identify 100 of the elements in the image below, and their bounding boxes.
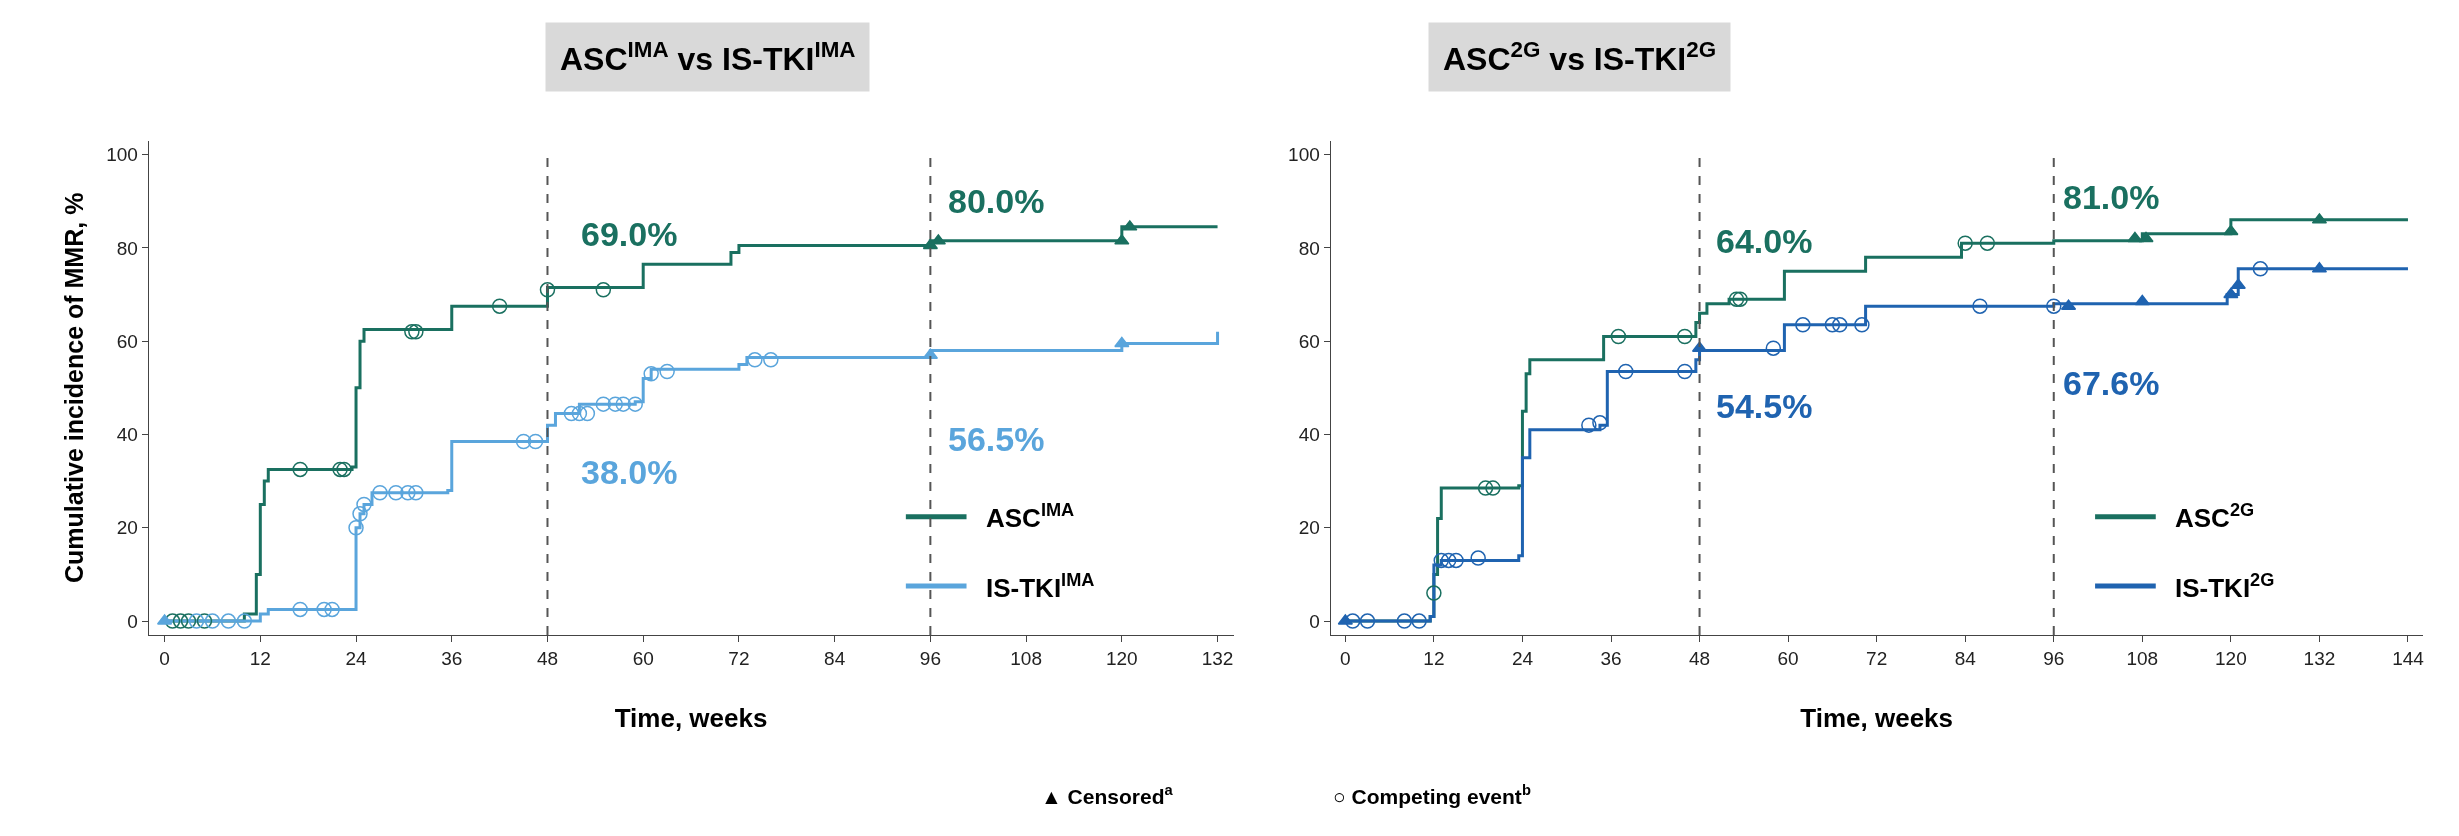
annotation: 80.0% <box>948 182 1045 220</box>
y-axis-title: Cumulative incidence of MMR, % <box>59 192 88 583</box>
point <box>2223 287 2239 299</box>
y-tick-label: 80 <box>1298 237 1320 259</box>
point <box>595 396 612 412</box>
x-tick-label: 84 <box>1954 647 1977 669</box>
y-tick-label: 20 <box>116 517 138 539</box>
x-tick-label: 132 <box>2303 647 2336 669</box>
legend-label: ASC$^{2G}$ <box>2175 500 2255 533</box>
point <box>372 485 388 501</box>
point <box>1440 552 1457 569</box>
point <box>400 485 416 501</box>
x-tick-label: 72 <box>728 647 750 669</box>
point <box>188 613 205 629</box>
x-tick-label: 96 <box>919 647 941 669</box>
point <box>2252 261 2269 277</box>
point <box>1979 235 1996 251</box>
point <box>408 324 424 340</box>
annotation: 67.6% <box>2063 364 2160 402</box>
point <box>316 601 332 618</box>
point <box>332 461 348 478</box>
point <box>356 496 372 513</box>
y-tick-label: 100 <box>106 144 138 166</box>
point <box>1795 317 1811 333</box>
y-tick-label: 0 <box>127 610 138 632</box>
point <box>539 282 556 298</box>
annotation: 64.0% <box>1716 222 1813 260</box>
point <box>747 352 763 368</box>
point <box>1470 550 1486 566</box>
annotation: 81.0% <box>2063 178 2160 216</box>
y-tick-label: 0 <box>1309 610 1320 632</box>
annotation: 54.5% <box>1716 387 1813 425</box>
point <box>336 461 352 478</box>
point <box>1677 328 1693 345</box>
x-tick-label: 144 <box>2392 647 2425 669</box>
point <box>2138 231 2154 243</box>
point <box>1592 415 1608 431</box>
y-tick-label: 60 <box>1298 330 1320 352</box>
point <box>563 405 580 422</box>
annotation: 56.5% <box>948 420 1045 458</box>
point <box>408 485 424 501</box>
point <box>1732 291 1748 307</box>
x-tick-label: 12 <box>249 647 271 669</box>
x-tick-label: 24 <box>1511 647 1534 669</box>
point <box>615 396 632 412</box>
chart-title: ASC$^{IMA}$ vs IS-TKI$^{IMA}$ <box>560 37 856 78</box>
x-tick-label: 60 <box>632 647 654 669</box>
point <box>491 298 508 314</box>
point <box>643 366 659 382</box>
point <box>1972 298 1988 314</box>
point <box>1832 317 1848 333</box>
x-tick-label: 24 <box>345 647 368 669</box>
y-tick-label: 80 <box>116 237 138 259</box>
point <box>404 324 420 340</box>
point <box>292 461 308 478</box>
point <box>515 433 532 450</box>
point <box>2134 294 2150 306</box>
y-tick-label: 40 <box>116 424 138 446</box>
x-tick-label: 36 <box>441 647 463 669</box>
point <box>388 485 404 501</box>
y-tick-label: 40 <box>1298 424 1320 446</box>
legend-label: IS-TKI$^{2G}$ <box>2175 570 2275 603</box>
point <box>196 613 213 629</box>
point <box>571 405 588 422</box>
point <box>595 282 612 298</box>
point <box>579 405 596 422</box>
y-tick-label: 100 <box>1288 144 1320 166</box>
annotation: 69.0% <box>581 215 678 253</box>
x-tick-label: 48 <box>1688 647 1711 669</box>
point <box>1359 613 1376 629</box>
point <box>763 352 779 368</box>
point <box>1448 552 1464 569</box>
point <box>180 613 197 629</box>
x-tick-label: 48 <box>536 647 559 669</box>
point <box>1114 336 1130 348</box>
point <box>1433 552 1450 569</box>
point <box>292 601 308 618</box>
point <box>324 601 340 618</box>
point <box>1957 235 1973 251</box>
x-tick-label: 12 <box>1423 647 1445 669</box>
x-tick-label: 72 <box>1866 647 1888 669</box>
point <box>627 396 643 412</box>
point <box>164 613 181 629</box>
x-tick-label: 132 <box>1201 647 1234 669</box>
point <box>172 613 189 629</box>
point <box>1581 417 1597 433</box>
x-tick-label: 120 <box>1105 647 1138 669</box>
point <box>1396 613 1413 629</box>
annotation: 38.0% <box>581 453 678 491</box>
point <box>348 520 364 536</box>
text: ○ Competing event$^{b}$ <box>1333 782 1531 808</box>
text: ▲ Censored$^{a}$ <box>1041 782 1174 808</box>
point <box>220 613 237 629</box>
x-tick-label: 0 <box>159 647 170 669</box>
x-tick-label: 60 <box>1777 647 1799 669</box>
point <box>204 613 221 629</box>
x-tick-label: 120 <box>2215 647 2247 669</box>
point <box>1824 317 1841 333</box>
point <box>1477 480 1494 496</box>
point <box>352 506 368 522</box>
